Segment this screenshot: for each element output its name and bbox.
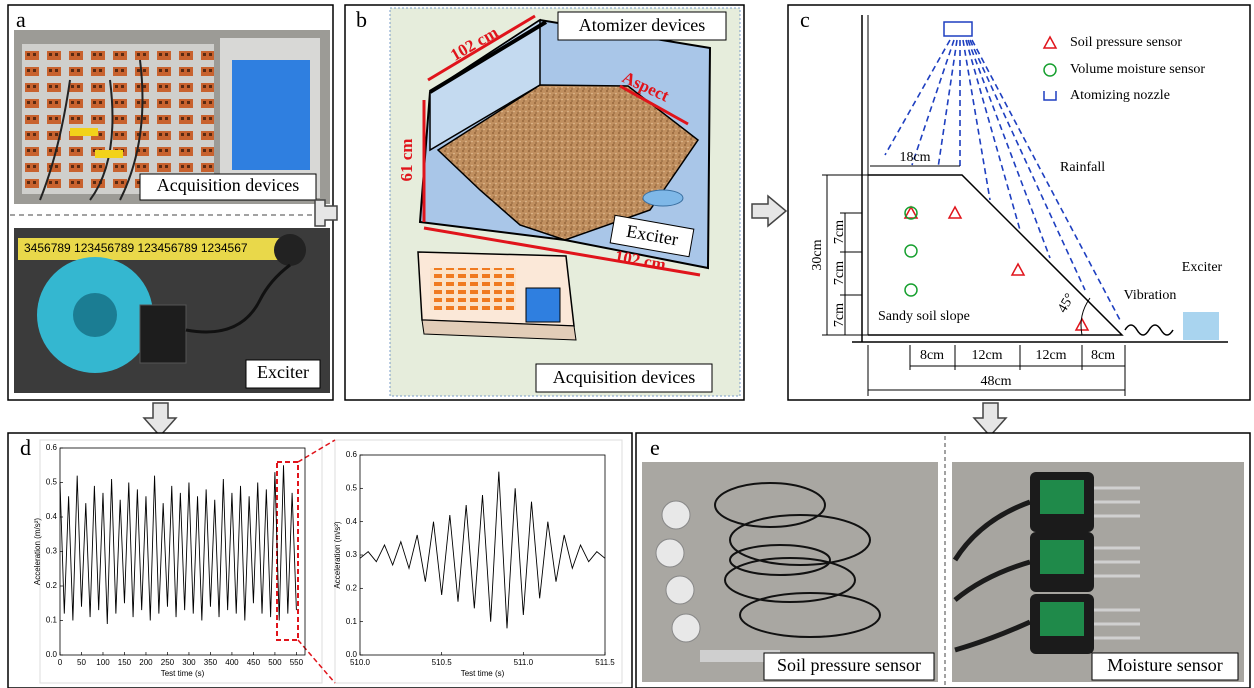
label: Sandy soil slope: [878, 309, 970, 324]
shape: [672, 614, 700, 642]
label: Vibration: [1124, 288, 1177, 303]
y-tick-label: 0.1: [46, 616, 58, 625]
shape: [274, 234, 306, 266]
x-tick-label: 350: [204, 658, 218, 667]
label: Acquisition devices: [157, 175, 299, 195]
x-tick-label: 510.0: [350, 658, 371, 667]
x-axis-label: Test time (s): [461, 669, 505, 678]
shape: [144, 403, 176, 436]
y-tick-label: 0.6: [46, 443, 58, 452]
shape: [1040, 480, 1084, 636]
x-tick-label: 50: [77, 658, 86, 667]
x-axis-label: Test time (s): [161, 669, 205, 678]
shape: [335, 440, 622, 683]
shape: [73, 293, 117, 337]
shape: [526, 288, 560, 322]
x-tick-label: 250: [161, 658, 175, 667]
label: 18cm: [899, 150, 930, 165]
shape: [1040, 602, 1084, 636]
y-axis-label: Acceleration (m/s²): [33, 518, 42, 585]
label: a: [16, 7, 26, 32]
y-tick-label: 0.3: [46, 547, 58, 556]
label: 12cm: [1035, 348, 1066, 363]
y-tick-label: 0.0: [46, 650, 58, 659]
panel-b: b Atomizer devices 102 cm Aspect 61 cm 1…: [345, 5, 744, 400]
label: Acquisition devices: [553, 367, 695, 387]
x-tick-label: 450: [247, 658, 261, 667]
x-tick-label: 511.0: [514, 658, 534, 667]
label: 3456789 123456789 123456789 1234567: [24, 241, 248, 255]
x-tick-label: 0: [58, 658, 63, 667]
x-tick-label: 511.5: [595, 658, 615, 667]
y-tick-label: 0.6: [346, 450, 358, 459]
label: 8cm: [920, 348, 944, 363]
x-tick-label: 200: [139, 658, 153, 667]
label: c: [800, 7, 810, 32]
y-tick-label: 0.4: [46, 512, 58, 521]
shape: [752, 196, 786, 226]
shape: [140, 305, 186, 363]
label: 30cm: [810, 239, 825, 270]
label: Atomizing nozzle: [1070, 88, 1170, 103]
label: Moisture sensor: [1107, 655, 1223, 675]
label: b: [356, 7, 367, 32]
label: Exciter: [257, 362, 309, 382]
y-tick-label: 0.2: [346, 583, 358, 592]
shape: [232, 60, 310, 170]
label: 8cm: [1091, 348, 1115, 363]
shape: [666, 576, 694, 604]
y-tick-label: 0.2: [46, 581, 58, 590]
shape: [1183, 312, 1219, 340]
y-tick-label: 0.5: [346, 483, 358, 492]
shape: [974, 403, 1006, 436]
x-tick-label: 150: [118, 658, 132, 667]
y-axis-label: Acceleration (m/s²): [333, 521, 342, 588]
shape: [1040, 540, 1084, 574]
label: Volume moisture sensor: [1070, 62, 1205, 77]
label: 48cm: [980, 374, 1011, 389]
panel-e: e Soil pressure sensor Moisture sensor: [636, 433, 1250, 688]
label: d: [20, 435, 31, 460]
x-tick-label: 510.5: [432, 658, 453, 667]
y-tick-label: 0.4: [346, 517, 358, 526]
label: Exciter: [1182, 260, 1223, 275]
shape: [643, 190, 683, 206]
x-tick-label: 500: [268, 658, 282, 667]
shape: [430, 268, 516, 310]
label: Rainfall: [1060, 160, 1105, 175]
shape: [642, 462, 938, 682]
x-tick-label: 300: [182, 658, 196, 667]
x-tick-label: 100: [96, 658, 110, 667]
x-tick-label: 400: [225, 658, 239, 667]
y-tick-label: 0.1: [346, 617, 358, 626]
label: 61 cm: [397, 139, 416, 182]
label: 7cm: [832, 261, 847, 285]
label: Soil pressure sensor: [777, 655, 921, 675]
panel-a: a Acquisition devices 3456789 123456789 …: [8, 5, 333, 400]
y-tick-label: 0.3: [346, 550, 358, 559]
shape: [1040, 480, 1084, 514]
panel-c: c Soil pressure sensor Volume moisture s…: [788, 5, 1250, 400]
panel-d: d 0.0 0.1 0.2 0.3 0.4 0.5 0.6 0 50 100 150 200 250 30…: [8, 433, 632, 688]
x-tick-label: 550: [290, 658, 304, 667]
shape: [95, 150, 123, 158]
shape: [662, 501, 690, 529]
label: Atomizer devices: [579, 15, 705, 35]
label: 12cm: [971, 348, 1002, 363]
shape: [40, 440, 322, 683]
label: 7cm: [832, 220, 847, 244]
label: e: [650, 435, 660, 460]
shape: [656, 539, 684, 567]
y-tick-label: 0.5: [46, 478, 58, 487]
label: 7cm: [832, 303, 847, 327]
label: Soil pressure sensor: [1070, 35, 1182, 50]
figure: a Acquisition devices 3456789 123456789 …: [0, 0, 1254, 688]
shape: [70, 128, 98, 136]
